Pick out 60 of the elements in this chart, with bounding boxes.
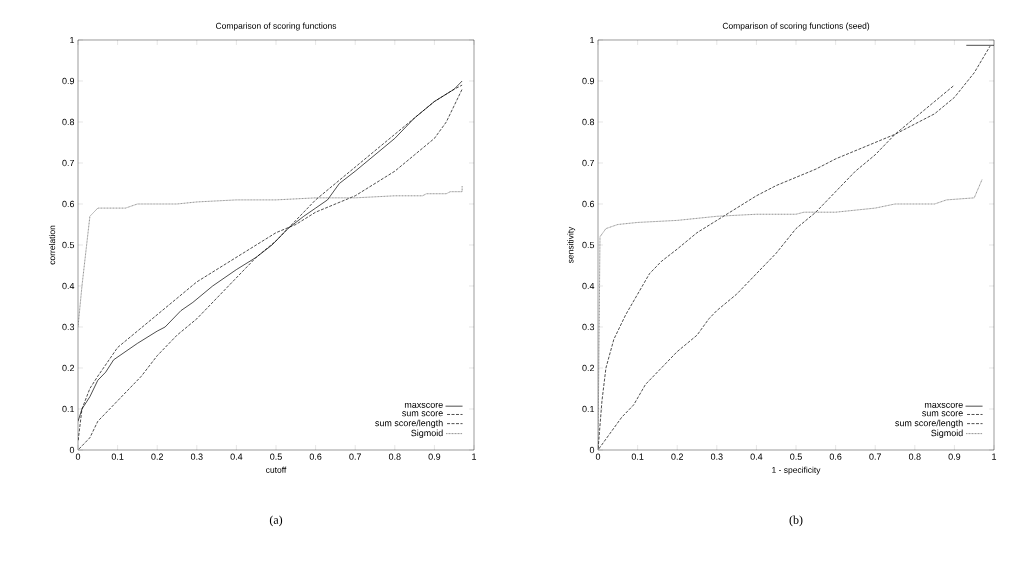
y-tick-label: 0.8	[62, 118, 75, 126]
x-axis-title: cutoff	[266, 466, 287, 473]
x-axis-title: 1 - specificity	[772, 466, 821, 475]
y-tick-label: 0.3	[582, 323, 595, 331]
x-tick-label: 0.7	[349, 453, 361, 460]
x-tick-label: 0.1	[631, 453, 644, 460]
x-tick-label: 0.1	[111, 453, 124, 460]
y-tick-label: 1	[70, 36, 75, 44]
x-tick-label: 1	[472, 453, 477, 460]
legend-label: sum score/length	[375, 419, 443, 428]
y-tick-label: 0	[589, 446, 595, 454]
x-tick-label: 0.7	[869, 453, 881, 460]
chart-title: Comparison of scoring functions	[215, 22, 337, 31]
legend-label: maxscore	[404, 403, 443, 408]
y-tick-label: 0.2	[582, 364, 595, 372]
y-tick-label: 0.6	[582, 200, 595, 208]
y-tick-label: 0.5	[582, 241, 595, 249]
x-tick-label: 0	[595, 453, 601, 460]
legend-label: sum score	[402, 411, 443, 417]
y-tick-label: 0	[69, 446, 75, 454]
y-tick-label: 0.3	[62, 323, 75, 331]
y-tick-label: 1	[590, 36, 595, 44]
chart-title: Comparison of scoring functions (seed)	[722, 22, 870, 31]
x-tick-label: 0.9	[428, 453, 441, 460]
y-axis-title: correlation	[48, 225, 56, 265]
x-tick-label: 0.2	[151, 453, 163, 460]
text: (b)	[789, 515, 803, 527]
legend-label: sum score	[922, 411, 963, 417]
y-tick-label: 0.9	[582, 77, 595, 85]
x-tick-label: 0.6	[309, 453, 322, 460]
y-tick-label: 0.1	[62, 405, 75, 413]
x-tick-label: 0.8	[388, 453, 401, 460]
y-tick-label: 0.5	[62, 241, 75, 249]
x-tick-label: 0.2	[671, 453, 683, 460]
y-tick-label: 0.1	[582, 405, 595, 413]
y-axis-title: sensitivity	[567, 226, 576, 264]
x-tick-label: 0.5	[790, 453, 802, 460]
x-tick-label: 1	[992, 453, 997, 460]
x-tick-label: 0.4	[230, 453, 243, 460]
x-tick-label: 0.5	[270, 453, 282, 460]
legend-label: Sigmoid	[931, 429, 963, 438]
x-tick-label: 0.9	[948, 453, 961, 460]
x-tick-label: 0.3	[190, 453, 203, 460]
y-tick-label: 0.7	[582, 159, 595, 167]
legend-label: maxscore	[924, 403, 963, 408]
y-tick-label: 0.9	[62, 77, 75, 85]
x-tick-label: 0.4	[750, 453, 763, 460]
text: (a)	[269, 515, 283, 527]
y-tick-label: 0.6	[62, 200, 75, 208]
y-tick-label: 0.4	[62, 282, 75, 290]
legend-label: Sigmoid	[411, 429, 443, 438]
x-tick-label: 0.8	[908, 453, 921, 460]
legend-label: sum score/length	[895, 419, 963, 428]
y-tick-label: 0.7	[62, 159, 75, 167]
y-tick-label: 0.4	[582, 282, 595, 290]
x-tick-label: 0	[75, 453, 81, 460]
x-tick-label: 0.3	[710, 453, 723, 460]
y-tick-label: 0.8	[582, 118, 595, 126]
y-tick-label: 0.2	[62, 364, 75, 372]
x-tick-label: 0.6	[829, 453, 842, 460]
